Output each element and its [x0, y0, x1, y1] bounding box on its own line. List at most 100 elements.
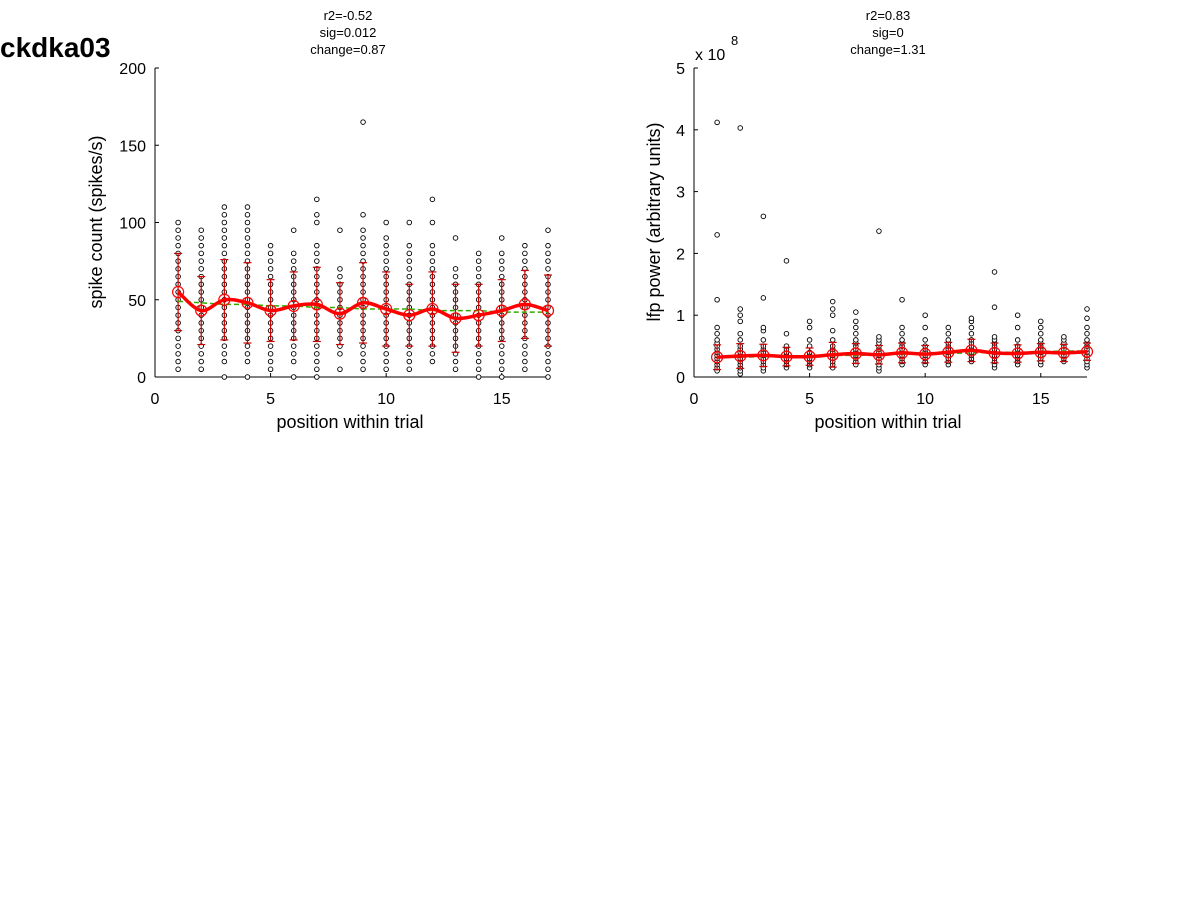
- data-point: [522, 258, 528, 264]
- data-point: [475, 258, 482, 264]
- data-point: [290, 258, 297, 264]
- data-point: [360, 235, 366, 241]
- mean-marker: [988, 346, 1001, 359]
- data-point: [1084, 330, 1090, 337]
- data-point: [383, 242, 389, 249]
- data-point: [499, 266, 505, 272]
- mean-marker: [426, 302, 439, 316]
- data-point: [198, 227, 204, 233]
- data-point: [945, 330, 952, 337]
- data-point: [945, 324, 952, 331]
- data-point: [853, 330, 859, 337]
- data-point: [314, 242, 320, 249]
- data-point: [714, 297, 720, 303]
- data-point: [522, 351, 528, 357]
- data-point: [853, 318, 859, 325]
- data-point: [968, 330, 975, 337]
- data-point: [522, 366, 528, 373]
- data-point: [221, 374, 228, 380]
- data-point: [783, 330, 790, 337]
- data-point: [876, 228, 882, 234]
- mean-marker: [849, 347, 862, 360]
- mean-marker: [757, 349, 770, 362]
- x-axis-label: position within trial: [276, 412, 423, 432]
- data-point: [337, 227, 343, 233]
- data-point: [244, 358, 251, 365]
- data-point: [406, 250, 413, 257]
- data-point: [406, 273, 413, 280]
- mean-marker: [780, 350, 793, 363]
- data-point: [221, 358, 228, 365]
- x-tick-label: 0: [151, 391, 160, 408]
- data-point: [360, 343, 366, 349]
- mean-marker: [172, 285, 185, 299]
- data-point: [290, 374, 297, 380]
- data-point: [244, 351, 251, 357]
- mean-marker: [1011, 347, 1024, 360]
- data-point: [452, 366, 459, 373]
- data-point: [267, 242, 274, 249]
- data-point: [1084, 306, 1090, 312]
- data-point: [806, 324, 813, 331]
- data-point: [1038, 318, 1044, 325]
- data-point: [922, 337, 928, 343]
- mean-marker: [803, 350, 816, 363]
- data-point: [383, 235, 389, 241]
- data-point: [899, 337, 905, 343]
- data-point: [853, 337, 859, 343]
- data-point: [406, 242, 413, 249]
- data-point: [1084, 324, 1090, 331]
- data-point: [429, 351, 436, 357]
- mean-marker: [1034, 346, 1047, 359]
- data-point: [314, 374, 320, 380]
- data-point: [475, 374, 482, 380]
- data-point: [360, 212, 366, 218]
- x-tick-label: 10: [916, 391, 934, 408]
- data-point: [499, 235, 505, 241]
- data-point: [406, 351, 413, 357]
- data-point: [737, 330, 743, 337]
- data-point: [1014, 312, 1021, 318]
- mean-line: [176, 290, 549, 321]
- data-point: [1084, 315, 1090, 322]
- data-point: [337, 266, 343, 272]
- data-point: [267, 266, 274, 272]
- data-point: [267, 250, 274, 257]
- panel-title-r2: r2=0.83: [866, 8, 910, 23]
- data-point: [290, 351, 297, 357]
- data-point: [290, 250, 297, 257]
- data-point: [452, 273, 459, 280]
- data-point: [545, 227, 551, 233]
- mean-marker: [965, 344, 978, 357]
- data-point: [760, 337, 767, 343]
- x-tick-label: 5: [266, 391, 275, 408]
- data-point: [522, 250, 528, 257]
- data-point: [314, 219, 320, 226]
- data-point: [360, 366, 366, 373]
- data-point: [314, 351, 320, 357]
- mean-marker: [872, 348, 886, 361]
- data-point: [221, 219, 228, 226]
- data-point: [1061, 334, 1067, 340]
- fit-line: [178, 300, 548, 313]
- data-point: [922, 312, 928, 318]
- figure-title: ckdka03: [0, 32, 111, 63]
- mean-marker: [1057, 346, 1070, 359]
- data-point: [337, 366, 343, 373]
- y-tick-label: 50: [128, 293, 146, 310]
- data-point: [175, 366, 181, 373]
- panel-title-change: change=0.87: [310, 42, 386, 57]
- data-point: [475, 351, 482, 357]
- data-point: [853, 309, 859, 315]
- mean-marker: [895, 346, 909, 359]
- panel-title-change: change=1.31: [850, 42, 926, 57]
- data-point: [499, 343, 505, 349]
- data-point: [360, 119, 366, 125]
- data-point: [806, 318, 813, 325]
- data-point: [1084, 337, 1090, 343]
- data-point: [475, 250, 482, 257]
- data-point: [175, 235, 181, 241]
- data-point: [175, 219, 181, 226]
- data-point: [360, 250, 366, 257]
